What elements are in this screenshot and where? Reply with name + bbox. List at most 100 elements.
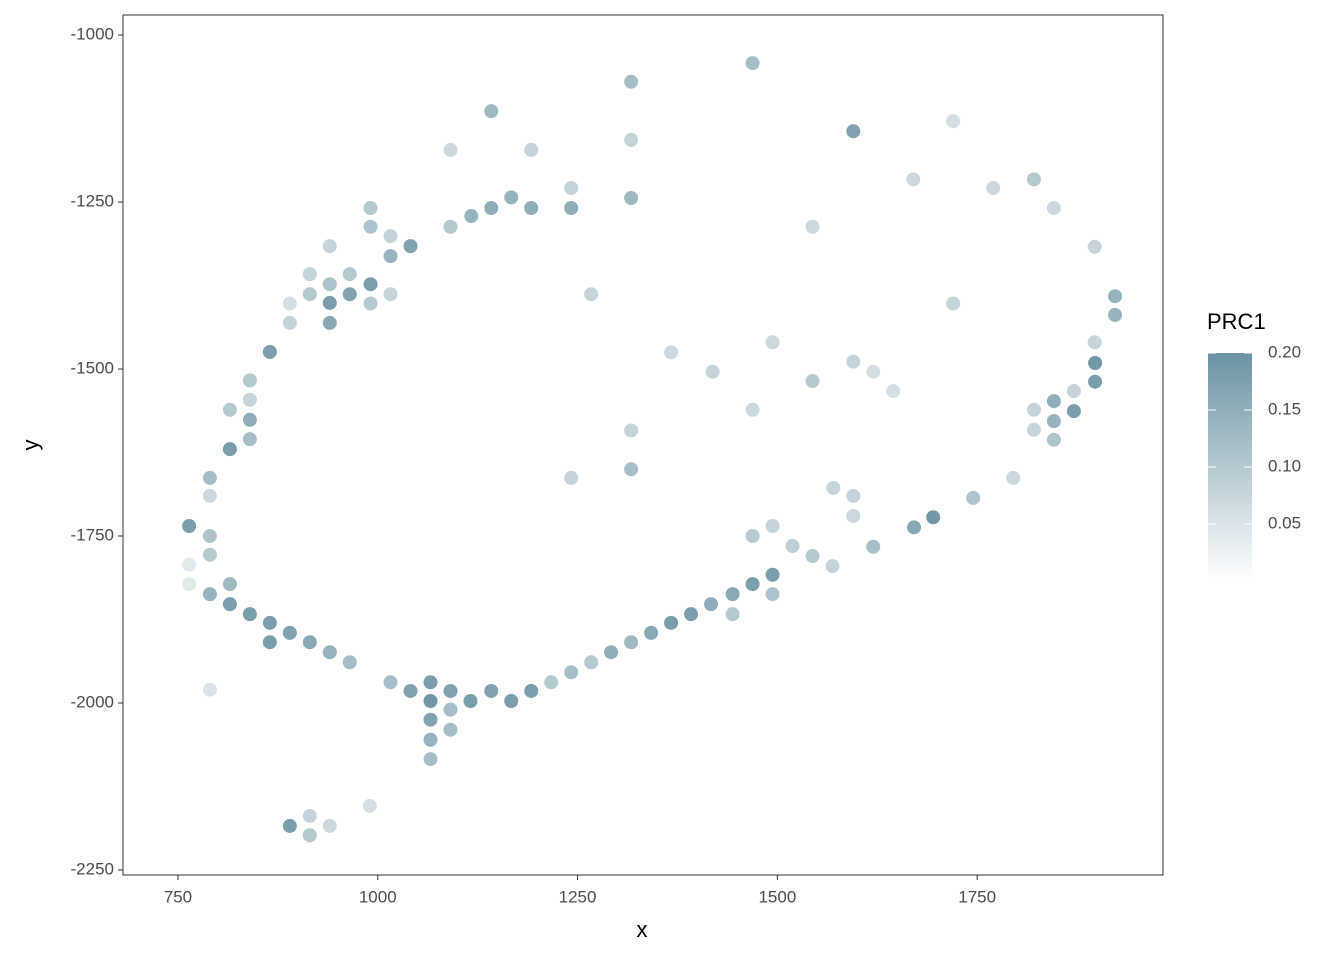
point bbox=[202, 587, 217, 602]
point bbox=[302, 267, 317, 282]
point bbox=[282, 818, 297, 833]
point bbox=[202, 488, 217, 503]
point bbox=[383, 249, 398, 264]
point bbox=[222, 442, 237, 457]
colorbar-label: 0.05 bbox=[1268, 513, 1301, 532]
point bbox=[383, 675, 398, 690]
point bbox=[1046, 432, 1061, 447]
point bbox=[242, 432, 257, 447]
point bbox=[886, 384, 901, 399]
point bbox=[866, 539, 881, 554]
point bbox=[745, 56, 760, 71]
point bbox=[725, 587, 740, 602]
point bbox=[624, 191, 639, 206]
point bbox=[423, 752, 438, 767]
point bbox=[463, 693, 478, 708]
point bbox=[1046, 394, 1061, 409]
point bbox=[443, 702, 458, 717]
point bbox=[745, 577, 760, 592]
x-tick-label: 1750 bbox=[958, 887, 996, 906]
point bbox=[342, 267, 357, 282]
x-tick-label: 1000 bbox=[359, 887, 397, 906]
point bbox=[1087, 335, 1102, 350]
point bbox=[564, 201, 579, 216]
point bbox=[383, 229, 398, 244]
point bbox=[362, 798, 377, 813]
point bbox=[342, 287, 357, 302]
point bbox=[785, 539, 800, 554]
point bbox=[322, 818, 337, 833]
point bbox=[484, 201, 499, 216]
point bbox=[765, 587, 780, 602]
point bbox=[262, 615, 277, 630]
point bbox=[443, 142, 458, 157]
point bbox=[1026, 172, 1041, 187]
point bbox=[1066, 384, 1081, 399]
point bbox=[1026, 422, 1041, 437]
point bbox=[604, 645, 619, 660]
point bbox=[363, 277, 378, 292]
point bbox=[1108, 307, 1123, 322]
point bbox=[524, 201, 539, 216]
point bbox=[484, 104, 499, 119]
point bbox=[1046, 414, 1061, 429]
point bbox=[504, 190, 519, 205]
point bbox=[846, 354, 861, 369]
point bbox=[624, 462, 639, 477]
point bbox=[624, 132, 639, 147]
point bbox=[966, 490, 981, 505]
y-tick-label: -1750 bbox=[71, 525, 114, 544]
point bbox=[222, 597, 237, 612]
point bbox=[907, 520, 922, 535]
point bbox=[564, 181, 579, 196]
point bbox=[704, 597, 719, 612]
point bbox=[624, 635, 639, 650]
point bbox=[222, 577, 237, 592]
x-tick-label: 750 bbox=[164, 887, 192, 906]
x-tick-label: 1250 bbox=[559, 887, 597, 906]
point bbox=[464, 209, 479, 224]
point bbox=[745, 402, 760, 417]
point bbox=[322, 295, 337, 310]
point bbox=[443, 722, 458, 737]
point bbox=[584, 287, 599, 302]
point bbox=[202, 682, 217, 697]
point bbox=[443, 683, 458, 698]
point bbox=[423, 732, 438, 747]
point bbox=[986, 181, 1001, 196]
point bbox=[322, 239, 337, 254]
point bbox=[1088, 356, 1103, 371]
x-tick-label: 1500 bbox=[758, 887, 796, 906]
point bbox=[262, 344, 277, 359]
point bbox=[282, 315, 297, 330]
point bbox=[805, 374, 820, 389]
legend-title: PRC1 bbox=[1207, 309, 1266, 334]
point bbox=[805, 219, 820, 234]
point bbox=[302, 287, 317, 302]
point bbox=[1046, 201, 1061, 216]
point bbox=[846, 488, 861, 503]
point bbox=[182, 518, 197, 533]
point bbox=[423, 693, 438, 708]
point bbox=[1088, 374, 1103, 389]
point bbox=[926, 510, 941, 525]
point bbox=[342, 655, 357, 670]
point bbox=[504, 693, 519, 708]
colorbar-label: 0.20 bbox=[1268, 342, 1301, 361]
point bbox=[765, 567, 780, 582]
point bbox=[624, 423, 639, 438]
point bbox=[846, 508, 861, 523]
x-axis-title: x bbox=[637, 917, 648, 942]
point bbox=[322, 315, 337, 330]
point bbox=[524, 142, 539, 157]
point bbox=[664, 345, 679, 360]
point bbox=[403, 683, 418, 698]
point bbox=[322, 277, 337, 292]
y-tick-label: -1500 bbox=[71, 359, 114, 378]
point bbox=[946, 114, 961, 129]
point bbox=[403, 239, 418, 254]
point bbox=[624, 74, 639, 89]
point bbox=[825, 559, 840, 574]
point bbox=[906, 172, 921, 187]
y-tick-label: -2250 bbox=[71, 859, 114, 878]
